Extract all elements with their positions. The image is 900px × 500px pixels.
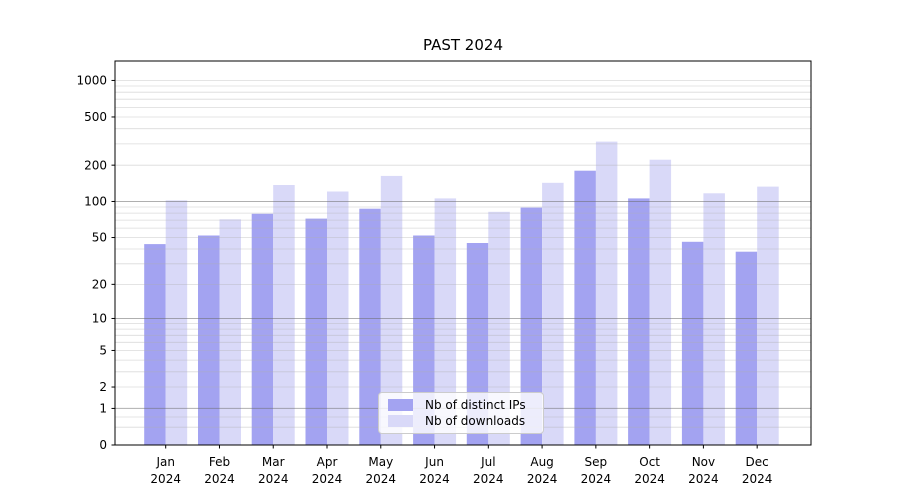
- legend-swatch-downloads: [388, 415, 413, 428]
- x-tick-label-month: Jun: [424, 455, 444, 469]
- x-tick-label-month: Jan: [155, 455, 175, 469]
- y-tick-label: 0: [99, 438, 107, 452]
- bar-downloads-jan: [165, 200, 188, 445]
- x-tick-label-year: 2024: [366, 472, 397, 486]
- legend-label-distinct-ips: Nb of distinct IPs: [425, 397, 526, 412]
- y-tick-label: 100: [84, 195, 107, 209]
- bar-distinct-ips-oct: [628, 198, 650, 445]
- y-tick-label: 1000: [76, 74, 107, 88]
- bar-downloads-sep: [595, 141, 618, 445]
- legend: Nb of distinct IPs Nb of downloads: [378, 392, 544, 434]
- bar-distinct-ips-aug: [520, 207, 543, 445]
- x-tick-label-month: May: [368, 455, 393, 469]
- x-tick-label-year: 2024: [204, 472, 235, 486]
- x-tick-label-year: 2024: [473, 472, 504, 486]
- bar-downloads-feb: [219, 219, 241, 445]
- x-tick-label-month: Aug: [530, 455, 553, 469]
- bar-distinct-ips-sep: [574, 170, 596, 445]
- legend-swatch-distinct-ips: [388, 398, 413, 411]
- legend-label-downloads: Nb of downloads: [425, 414, 526, 429]
- bar-downloads-may: [380, 175, 403, 445]
- x-tick-label-year: 2024: [150, 472, 181, 486]
- x-tick-label-month: Jul: [480, 455, 495, 469]
- x-tick-label-month: Apr: [317, 455, 338, 469]
- bar-downloads-aug: [542, 182, 564, 445]
- bar-distinct-ips-feb: [198, 235, 220, 445]
- x-tick-label-year: 2024: [312, 472, 343, 486]
- plot-border: [114, 60, 812, 446]
- y-tick-label: 500: [84, 110, 107, 124]
- x-tick-label-year: 2024: [742, 472, 773, 486]
- x-tick-label-year: 2024: [581, 472, 612, 486]
- y-tick-label: 10: [92, 312, 107, 326]
- x-tick-label-month: Sep: [585, 455, 608, 469]
- y-tick-label: 50: [92, 231, 107, 245]
- x-tick-label-year: 2024: [527, 472, 558, 486]
- x-tick-label-month: Feb: [209, 455, 230, 469]
- x-tick-label-year: 2024: [258, 472, 289, 486]
- y-tick-label: 200: [84, 158, 107, 172]
- bar-distinct-ips-apr: [305, 218, 327, 445]
- bar-downloads-mar: [273, 185, 295, 445]
- bar-distinct-ips-may: [359, 208, 381, 445]
- legend-item-distinct-ips: Nb of distinct IPs: [379, 398, 543, 412]
- legend-item-downloads: Nb of downloads: [379, 414, 543, 428]
- y-tick-label: 5: [99, 344, 107, 358]
- chart-title: PAST 2024: [423, 36, 503, 54]
- x-tick-label-year: 2024: [688, 472, 719, 486]
- y-tick-label: 1: [99, 402, 107, 416]
- bar-distinct-ips-jan: [144, 244, 166, 445]
- x-tick-label-year: 2024: [419, 472, 450, 486]
- x-tick-label-month: Nov: [692, 455, 715, 469]
- x-tick-label-month: Dec: [746, 455, 769, 469]
- x-tick-label-month: Oct: [639, 455, 660, 469]
- bar-distinct-ips-nov: [681, 241, 704, 445]
- bar-downloads-dec: [757, 186, 779, 445]
- y-tick-label: 20: [92, 278, 107, 292]
- bar-distinct-ips-mar: [251, 213, 274, 445]
- bar-downloads-oct: [649, 159, 672, 445]
- y-tick-label: 2: [99, 380, 107, 394]
- bar-distinct-ips-dec: [735, 251, 758, 445]
- bar-downloads-jul: [488, 211, 510, 445]
- x-tick-label-month: Mar: [262, 455, 285, 469]
- x-tick-label-year: 2024: [634, 472, 665, 486]
- bar-downloads-jun: [434, 198, 457, 445]
